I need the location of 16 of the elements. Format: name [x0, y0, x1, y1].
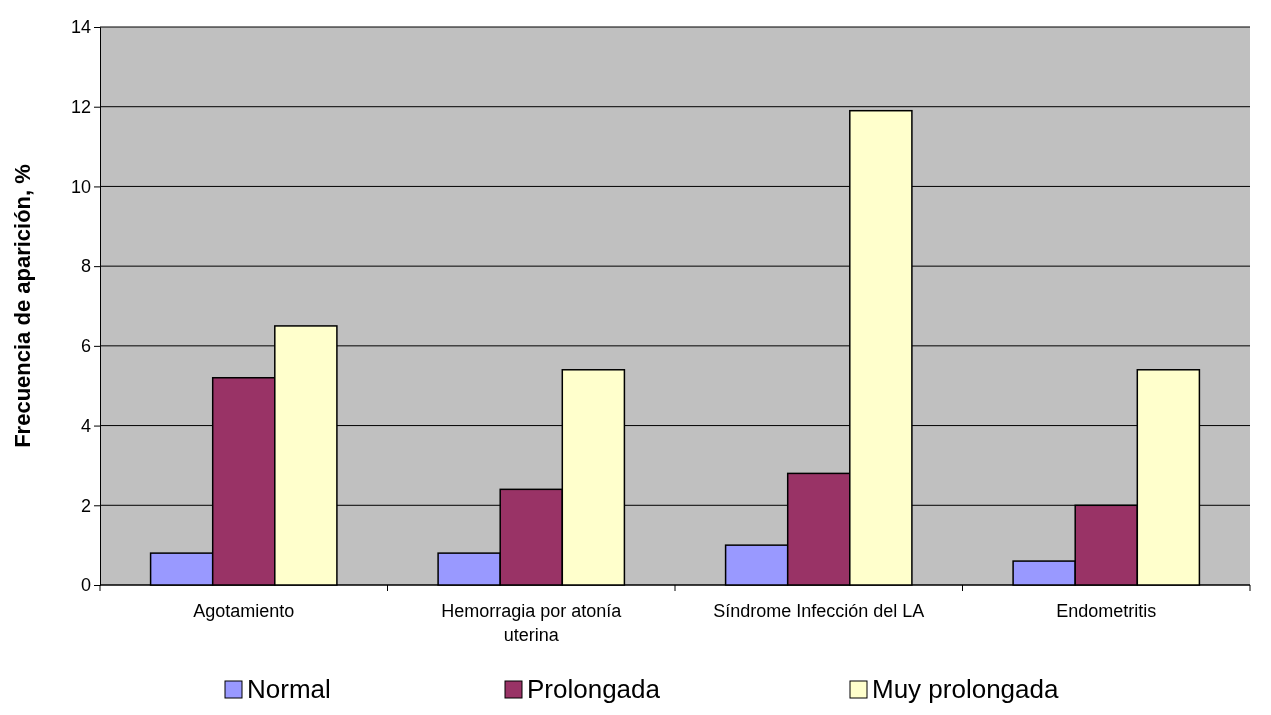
- y-tick-label: 4: [80, 415, 91, 436]
- y-tick-label: 2: [80, 495, 91, 516]
- x-tick-label: Síndrome Infección del LA: [713, 601, 925, 621]
- x-tick-label: Agotamiento: [193, 601, 295, 621]
- x-tick-label: Hemorragia por atonía uterina: [441, 601, 623, 645]
- y-tick-label: 6: [80, 336, 91, 357]
- y-tick-label: 10: [70, 176, 91, 197]
- legend-label: Muy prolongada: [872, 674, 1059, 704]
- legend-label: Normal: [247, 674, 331, 704]
- y-tick-label: 8: [80, 256, 91, 277]
- y-tick-label: 12: [70, 96, 91, 117]
- y-axis-title: Frecuencia de aparición, %: [10, 164, 35, 448]
- x-tick-label: Endometritis: [1056, 601, 1157, 621]
- y-tick-label: 0: [80, 575, 91, 596]
- y-tick-label: 14: [70, 17, 91, 38]
- legend-label: Prolongada: [527, 674, 661, 704]
